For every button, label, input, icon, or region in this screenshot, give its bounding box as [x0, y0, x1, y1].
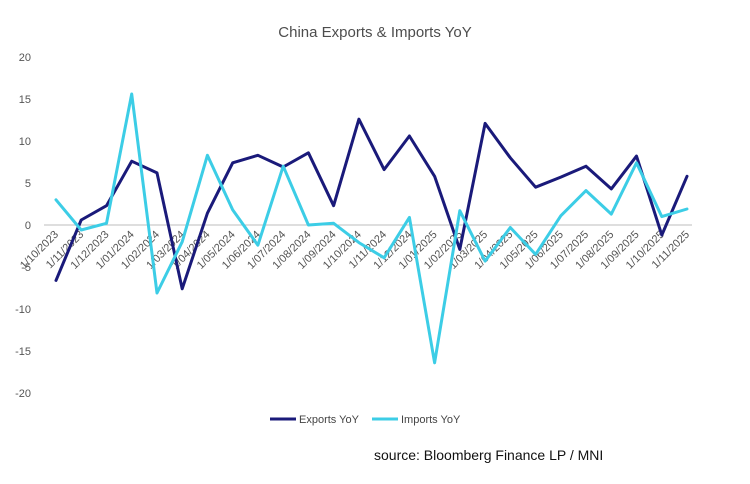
- y-tick-label: 0: [25, 220, 31, 232]
- series-lines: [54, 92, 689, 365]
- source-note: source: Bloomberg Finance LP / MNI: [374, 447, 604, 463]
- y-tick-label: -20: [15, 388, 31, 400]
- y-tick-label: 15: [19, 94, 31, 106]
- y-tick-label: -5: [21, 262, 31, 274]
- x-axis: 1/10/20231/11/20231/12/20231/01/20241/02…: [18, 229, 692, 272]
- y-tick-label: -10: [15, 304, 31, 316]
- y-tick-label: 20: [19, 52, 31, 64]
- series-line-exports-yoy: [54, 117, 689, 291]
- series-line-imports-yoy: [54, 92, 689, 365]
- y-tick-label: -15: [15, 346, 31, 358]
- y-tick-label: 5: [25, 178, 31, 190]
- y-tick-label: 10: [19, 136, 31, 148]
- chart-title: China Exports & Imports YoY: [278, 24, 471, 41]
- y-axis: 20 15 10 5 0 -5 -10 -15 -20: [15, 52, 31, 400]
- legend-label: Exports YoY: [299, 414, 360, 426]
- legend: Exports YoY Imports YoY: [270, 414, 461, 426]
- legend-label: Imports YoY: [401, 414, 461, 426]
